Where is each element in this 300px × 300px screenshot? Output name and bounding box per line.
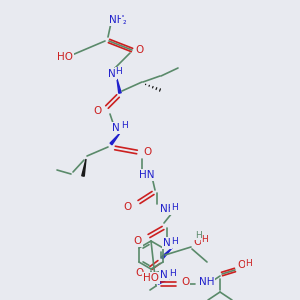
Text: HN: HN: [139, 170, 154, 180]
Polygon shape: [158, 279, 169, 284]
Text: HO: HO: [143, 273, 159, 283]
Text: ₂: ₂: [122, 17, 126, 26]
Polygon shape: [161, 248, 172, 259]
Text: O: O: [135, 45, 143, 55]
Text: H: H: [202, 236, 208, 244]
Polygon shape: [110, 133, 120, 145]
Text: NH: NH: [160, 204, 176, 214]
Text: O: O: [136, 268, 144, 278]
Text: H: H: [121, 122, 128, 130]
Text: N: N: [160, 270, 168, 280]
Text: N: N: [163, 238, 171, 248]
Text: H: H: [169, 268, 176, 278]
Text: O: O: [94, 106, 102, 116]
Text: N: N: [108, 69, 116, 79]
Text: H: H: [172, 236, 178, 245]
Text: O: O: [194, 237, 202, 247]
Polygon shape: [82, 159, 86, 176]
Text: H: H: [246, 259, 252, 268]
Text: HO: HO: [57, 52, 73, 62]
Text: O: O: [134, 236, 142, 246]
Text: NH: NH: [199, 277, 214, 287]
Text: O: O: [143, 147, 151, 157]
Text: O: O: [238, 260, 246, 270]
Text: NH: NH: [109, 15, 124, 25]
Text: H: H: [116, 68, 122, 76]
Text: O: O: [124, 202, 132, 212]
Text: H: H: [195, 230, 201, 239]
Text: N: N: [112, 123, 120, 133]
Text: O: O: [181, 277, 189, 287]
Text: H: H: [171, 202, 177, 211]
Polygon shape: [117, 79, 121, 93]
